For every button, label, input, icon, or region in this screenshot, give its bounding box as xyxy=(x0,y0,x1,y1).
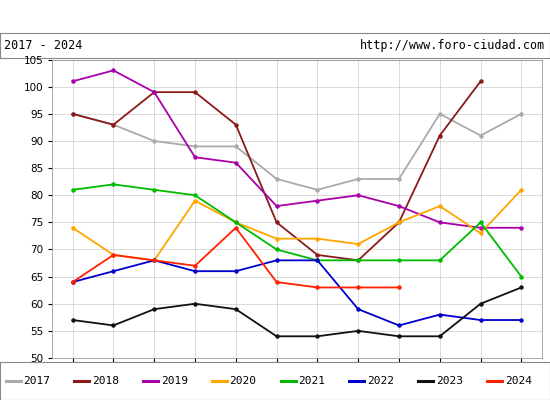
Text: 2017 - 2024: 2017 - 2024 xyxy=(4,39,83,52)
Text: 2019: 2019 xyxy=(161,376,188,386)
Text: 2020: 2020 xyxy=(230,376,257,386)
Text: http://www.foro-ciudad.com: http://www.foro-ciudad.com xyxy=(360,39,546,52)
Text: 2021: 2021 xyxy=(298,376,326,386)
Text: 2018: 2018 xyxy=(92,376,119,386)
Text: 2017: 2017 xyxy=(23,376,51,386)
Text: 2024: 2024 xyxy=(505,376,532,386)
Text: Evolucion del paro registrado en Puente de Domingo Flórez: Evolucion del paro registrado en Puente … xyxy=(58,8,492,24)
Text: 2023: 2023 xyxy=(436,376,463,386)
Text: 2022: 2022 xyxy=(367,376,394,386)
